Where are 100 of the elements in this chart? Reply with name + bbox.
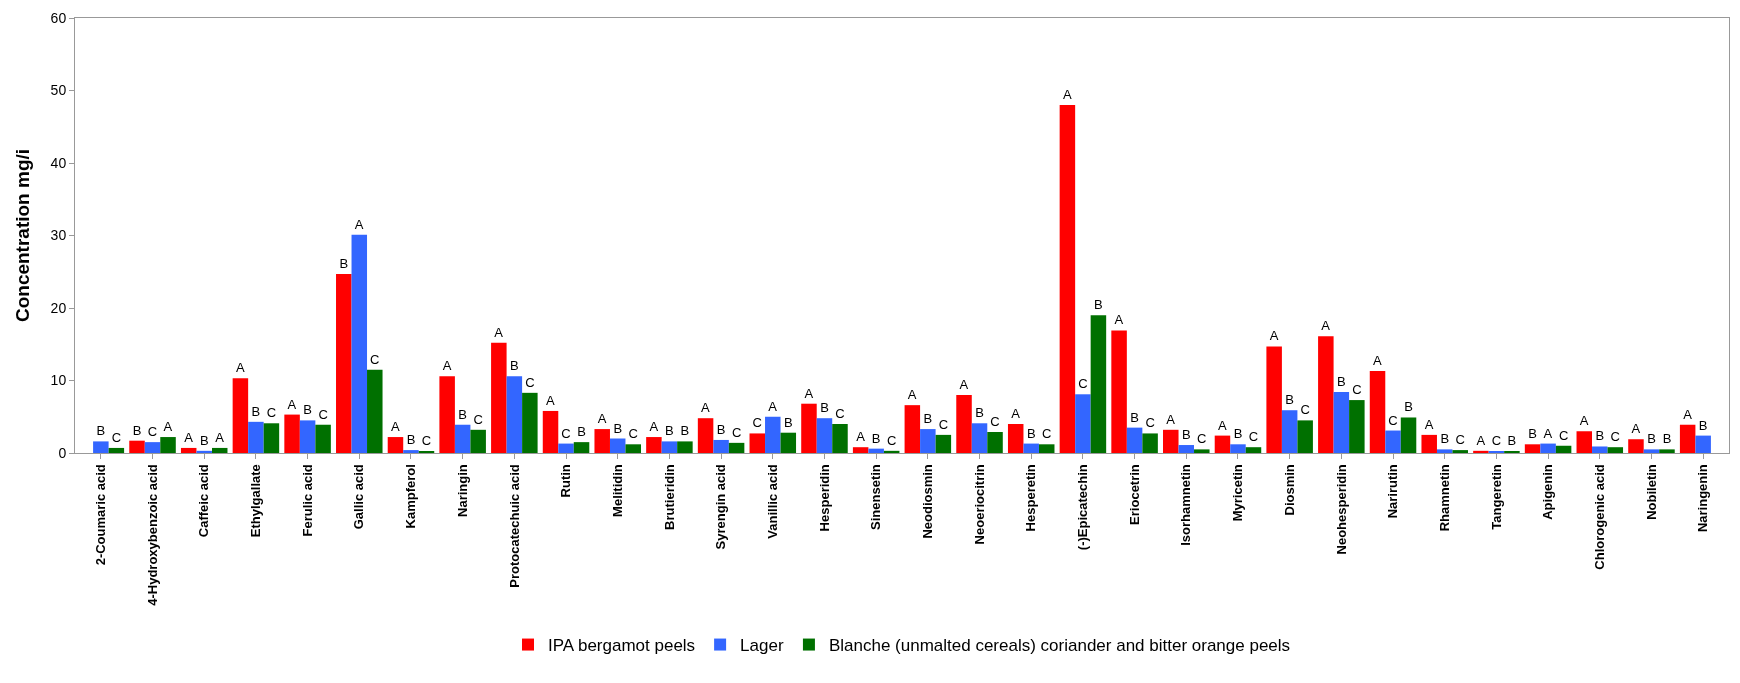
data-label: A bbox=[804, 385, 814, 401]
x-tick-label: Protocatechuic acid bbox=[506, 464, 522, 588]
data-label: C bbox=[561, 425, 571, 441]
data-label: B bbox=[510, 358, 519, 374]
y-tick-label: 60 bbox=[50, 9, 67, 26]
data-label: A bbox=[597, 411, 607, 427]
bar bbox=[1038, 444, 1055, 453]
data-label: A bbox=[1631, 421, 1641, 437]
bar bbox=[677, 441, 693, 453]
bar bbox=[299, 420, 316, 453]
bar bbox=[1643, 449, 1660, 453]
data-label: A bbox=[1543, 425, 1553, 441]
data-label: C bbox=[990, 413, 1000, 429]
x-tick-label: Sinensetin bbox=[868, 464, 884, 530]
bar bbox=[609, 438, 626, 453]
x-tick-label: Rhamnetin bbox=[1436, 464, 1452, 532]
data-label: A bbox=[1011, 406, 1021, 421]
bar bbox=[987, 431, 1003, 453]
data-label: B bbox=[1026, 425, 1036, 441]
bar bbox=[93, 441, 109, 453]
x-tick-label: Caffeic acid bbox=[196, 464, 212, 538]
bar bbox=[180, 447, 197, 453]
legend-label: Lager bbox=[740, 636, 784, 656]
bar bbox=[868, 448, 884, 453]
bar bbox=[232, 378, 249, 453]
data-label: A bbox=[163, 419, 173, 435]
bar bbox=[1695, 435, 1711, 453]
x-tick-label: Myricetin bbox=[1230, 464, 1246, 522]
x-tick-label: Brutieridin bbox=[661, 464, 677, 530]
bar bbox=[108, 447, 125, 453]
data-label: A bbox=[1166, 411, 1176, 427]
bar bbox=[801, 403, 817, 453]
bar bbox=[956, 395, 972, 453]
bar bbox=[1090, 315, 1107, 453]
data-label: A bbox=[1579, 413, 1589, 429]
y-tick-label: 40 bbox=[50, 154, 67, 171]
x-tick-label: Naringenin bbox=[1695, 464, 1711, 533]
bar bbox=[470, 429, 486, 453]
data-label: B bbox=[665, 423, 674, 439]
data-label: B bbox=[1094, 297, 1103, 313]
data-label: A bbox=[1217, 417, 1227, 433]
data-label: A bbox=[701, 400, 711, 416]
data-label: B bbox=[1507, 433, 1517, 448]
data-label: C bbox=[266, 405, 277, 421]
data-label: A bbox=[1373, 353, 1383, 369]
data-label: C bbox=[370, 351, 380, 367]
x-tick-label: Syrengin acid bbox=[713, 464, 729, 550]
data-label: B bbox=[339, 255, 349, 271]
data-label: C bbox=[1248, 429, 1259, 445]
data-label: C bbox=[1491, 433, 1502, 448]
x-tick-label: Tangeretin bbox=[1488, 464, 1504, 530]
bar bbox=[935, 434, 952, 453]
bar bbox=[765, 416, 781, 453]
bar bbox=[1281, 410, 1298, 453]
data-label: A bbox=[442, 358, 452, 374]
data-label: A bbox=[856, 429, 866, 445]
bar bbox=[263, 423, 280, 453]
data-label: C bbox=[1197, 431, 1207, 447]
bar bbox=[522, 392, 538, 453]
bar bbox=[542, 410, 559, 453]
x-tick-label: Nobiletin bbox=[1643, 464, 1659, 520]
data-label: C bbox=[1352, 382, 1362, 398]
x-tick-label: Narirutin bbox=[1385, 464, 1401, 519]
bar bbox=[403, 450, 419, 453]
data-label: C bbox=[1455, 432, 1465, 448]
bar bbox=[1452, 450, 1468, 453]
data-label: B bbox=[613, 420, 623, 436]
y-axis-title: Concentration mg/i bbox=[12, 148, 34, 323]
data-label: A bbox=[1114, 312, 1124, 328]
bar bbox=[1245, 447, 1262, 453]
data-label: A bbox=[354, 216, 364, 232]
data-label: A bbox=[287, 396, 297, 412]
bar bbox=[697, 418, 714, 453]
data-label: C bbox=[1078, 376, 1088, 392]
data-label: A bbox=[1269, 328, 1279, 344]
data-label: C bbox=[1300, 402, 1310, 418]
x-tick-label: Chlorogenic acid bbox=[1592, 464, 1608, 570]
data-label: B bbox=[199, 432, 209, 448]
data-label: B bbox=[1647, 431, 1656, 447]
bar bbox=[1349, 400, 1365, 453]
bar bbox=[1007, 424, 1024, 453]
bar bbox=[160, 437, 176, 453]
data-label: A bbox=[1321, 318, 1331, 334]
x-tick-label: Vanillic acid bbox=[765, 464, 781, 539]
data-label: A bbox=[649, 419, 659, 435]
data-label: B bbox=[923, 411, 933, 427]
x-tick-label: Eriocetrin bbox=[1126, 464, 1142, 525]
bar bbox=[1023, 443, 1039, 453]
data-label: B bbox=[96, 423, 106, 439]
bar bbox=[832, 424, 848, 453]
bar bbox=[1421, 434, 1437, 453]
bar bbox=[573, 442, 590, 453]
data-label: B bbox=[303, 402, 312, 418]
x-tick-label: Hesperetin bbox=[1023, 464, 1039, 532]
data-label: C bbox=[1558, 427, 1569, 443]
data-label: B bbox=[1698, 417, 1708, 433]
bar bbox=[1230, 444, 1246, 453]
bar bbox=[1524, 444, 1541, 453]
data-label: B bbox=[783, 414, 793, 430]
bar bbox=[1592, 446, 1608, 453]
